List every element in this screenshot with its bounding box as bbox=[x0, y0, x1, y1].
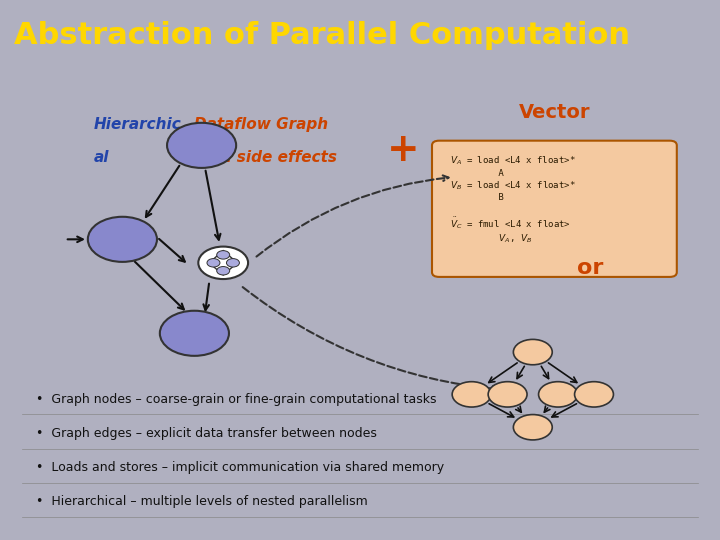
Circle shape bbox=[452, 382, 491, 407]
Text: Hierarchic: Hierarchic bbox=[94, 117, 181, 132]
Text: •  Loads and stores – implicit communication via shared memory: • Loads and stores – implicit communicat… bbox=[36, 461, 444, 474]
Circle shape bbox=[513, 340, 552, 365]
Text: or: or bbox=[577, 258, 603, 278]
Circle shape bbox=[488, 382, 527, 407]
FancyBboxPatch shape bbox=[432, 140, 677, 277]
Text: Abstraction of Parallel Computation: Abstraction of Parallel Computation bbox=[14, 21, 631, 50]
Text: Dataflow Graph: Dataflow Graph bbox=[194, 117, 328, 132]
Circle shape bbox=[227, 259, 240, 267]
Circle shape bbox=[88, 217, 157, 262]
Text: al: al bbox=[94, 150, 109, 165]
Circle shape bbox=[160, 310, 229, 356]
Text: Vector: Vector bbox=[518, 103, 590, 122]
Text: •  Graph edges – explicit data transfer between nodes: • Graph edges – explicit data transfer b… bbox=[36, 427, 377, 440]
Text: $V_A$ = load <L4 x float>*
         A
$V_B$ = load <L4 x float>*
         B

$\d: $V_A$ = load <L4 x float>* A $V_B$ = loa… bbox=[450, 155, 576, 245]
Circle shape bbox=[513, 415, 552, 440]
Text: with side effects: with side effects bbox=[194, 150, 338, 165]
Circle shape bbox=[217, 251, 230, 259]
Circle shape bbox=[217, 267, 230, 275]
Circle shape bbox=[539, 382, 577, 407]
Circle shape bbox=[207, 259, 220, 267]
Circle shape bbox=[198, 247, 248, 279]
Text: •  Hierarchical – multiple levels of nested parallelism: • Hierarchical – multiple levels of nest… bbox=[36, 495, 368, 509]
Text: +: + bbox=[387, 131, 420, 169]
Circle shape bbox=[575, 382, 613, 407]
Text: •  Graph nodes – coarse-grain or fine-grain computational tasks: • Graph nodes – coarse-grain or fine-gra… bbox=[36, 393, 436, 406]
Circle shape bbox=[167, 123, 236, 168]
